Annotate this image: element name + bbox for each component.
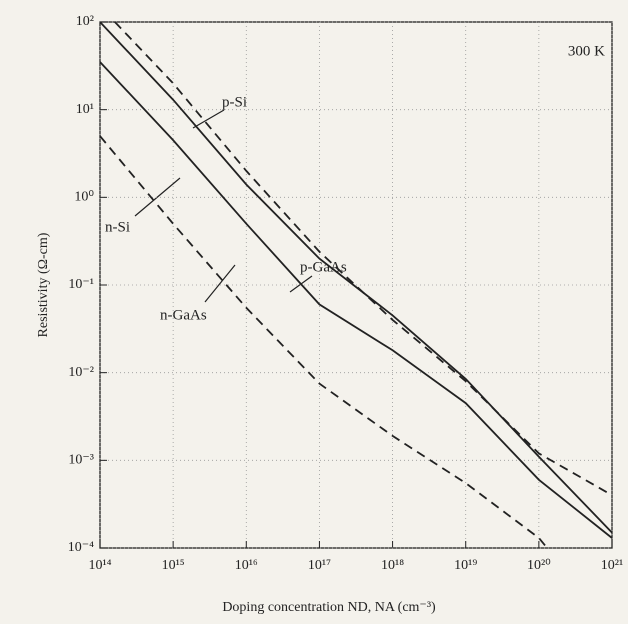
annotation: n-Si bbox=[105, 219, 130, 235]
x-tick-label: 10¹⁹ bbox=[454, 558, 477, 573]
y-tick-label: 10¹ bbox=[76, 102, 94, 117]
arrow bbox=[204, 264, 236, 303]
x-tick-label: 10²¹ bbox=[601, 558, 623, 573]
series-line bbox=[99, 21, 613, 534]
x-tick-label: 10¹⁴ bbox=[88, 558, 111, 573]
x-tick-label: 10²⁰ bbox=[527, 558, 551, 573]
series-line bbox=[99, 61, 613, 539]
arrow bbox=[192, 109, 225, 129]
annotation: p-Si bbox=[222, 94, 247, 110]
y-tick-label: 10⁻⁴ bbox=[68, 540, 94, 555]
arrows bbox=[134, 109, 313, 303]
y-tick-label: 10⁻¹ bbox=[68, 277, 94, 292]
series-line bbox=[114, 21, 613, 496]
y-tick-label: 10⁰ bbox=[74, 190, 94, 205]
annotation: n-GaAs bbox=[160, 307, 207, 323]
y-axis-label: Resistivity (Ω-cm) bbox=[36, 232, 51, 337]
x-tick-label: 10¹⁵ bbox=[162, 558, 185, 573]
x-axis-label: Doping concentration ND, NA (cm⁻³) bbox=[222, 600, 436, 615]
series-line bbox=[99, 135, 548, 549]
y-tick-label: 10⁻³ bbox=[68, 453, 94, 468]
x-tick-label: 10¹⁸ bbox=[381, 558, 404, 573]
temperature-note: 300 K bbox=[568, 43, 605, 59]
arrow bbox=[134, 177, 181, 217]
x-tick-label: 10¹⁷ bbox=[308, 558, 331, 573]
x-tick-label: 10¹⁶ bbox=[235, 558, 258, 573]
y-tick-label: 10² bbox=[76, 14, 94, 29]
y-tick-label: 10⁻² bbox=[68, 365, 94, 380]
